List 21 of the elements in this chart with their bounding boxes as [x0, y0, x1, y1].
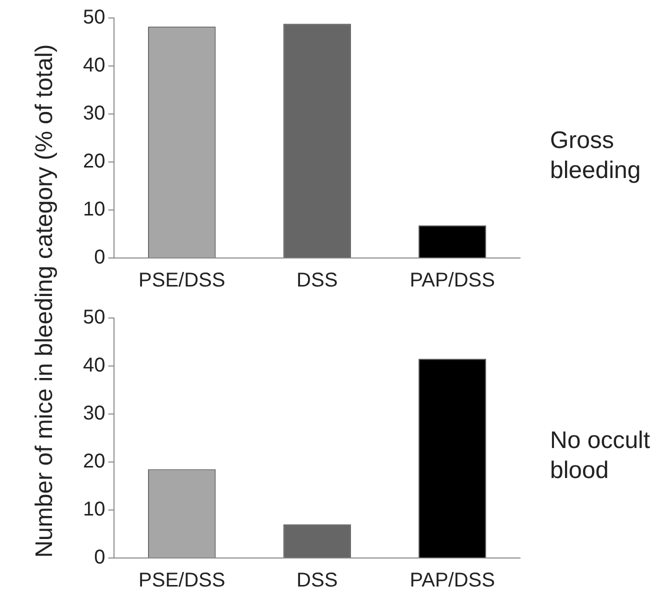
x-tick-label: PAP/DSS	[410, 570, 495, 592]
x-tick-label: PSE/DSS	[138, 570, 226, 592]
text: Gross bleeding	[550, 126, 642, 186]
y-tick-label: 20	[82, 450, 106, 473]
y-tick-label: 0	[94, 246, 106, 269]
y-tick-label: 40	[82, 354, 106, 377]
y-tick-label: 30	[82, 102, 106, 125]
y-tick-label: 40	[82, 54, 106, 77]
y-tick-label: 50	[82, 6, 106, 29]
x-tick-label: PSE/DSS	[138, 270, 226, 292]
y-axis-title: Number of mice in bleeding category (% of total)	[31, 43, 59, 560]
y-tick-label: 0	[94, 546, 106, 569]
x-tick-label: DSS	[296, 570, 338, 592]
y-tick-label: 10	[82, 198, 106, 221]
text: No occult blood	[550, 426, 652, 486]
x-tick-label: PAP/DSS	[410, 270, 495, 292]
y-tick-label: 30	[82, 402, 106, 425]
x-tick-label: DSS	[296, 270, 338, 292]
y-tick-label: 50	[82, 306, 106, 329]
y-tick-label: 20	[82, 150, 106, 173]
y-tick-label: 10	[82, 498, 106, 521]
